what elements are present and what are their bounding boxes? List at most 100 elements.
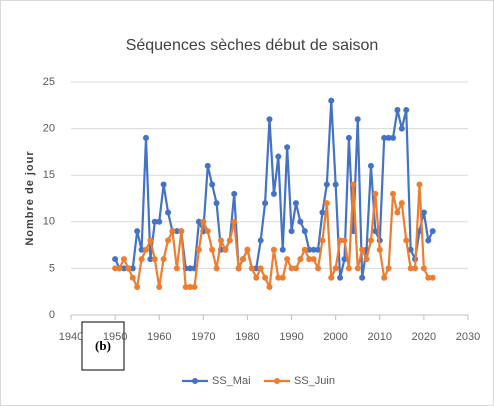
point <box>381 134 388 141</box>
x-tick-label: 1970 <box>191 331 215 343</box>
point <box>367 237 374 244</box>
point <box>385 265 392 272</box>
point <box>412 265 419 272</box>
point <box>323 181 330 188</box>
point <box>354 116 361 123</box>
point <box>310 246 317 253</box>
point <box>173 228 180 235</box>
point <box>284 256 291 263</box>
point <box>403 237 410 244</box>
point <box>429 274 436 281</box>
point <box>332 181 339 188</box>
y-tick-label: 15 <box>43 169 55 181</box>
point <box>248 265 255 272</box>
x-tick-label: 1990 <box>279 331 303 343</box>
point <box>231 190 238 197</box>
point <box>301 228 308 235</box>
point <box>301 246 308 253</box>
point <box>112 265 119 272</box>
point <box>156 218 163 225</box>
point <box>182 284 189 291</box>
y-tick-label: 25 <box>43 76 55 88</box>
point <box>240 256 247 263</box>
point <box>297 218 304 225</box>
point <box>345 134 352 141</box>
point <box>376 246 383 253</box>
point <box>116 265 123 272</box>
point <box>394 209 401 216</box>
point <box>315 246 322 253</box>
point <box>306 256 313 263</box>
point <box>129 265 136 272</box>
legend-label: SS_Juin <box>294 375 335 387</box>
x-tick-label: 2030 <box>456 331 480 343</box>
point <box>390 134 397 141</box>
point <box>359 246 366 253</box>
x-tick-label: 2000 <box>323 331 347 343</box>
point <box>372 190 379 197</box>
point <box>160 256 167 263</box>
point <box>297 256 304 263</box>
point <box>262 274 269 281</box>
x-tick-label: 1960 <box>147 331 171 343</box>
point <box>142 246 149 253</box>
point <box>275 274 282 281</box>
point <box>350 181 357 188</box>
point <box>407 246 414 253</box>
point <box>235 265 242 272</box>
point <box>209 181 216 188</box>
point <box>270 246 277 253</box>
y-tick-label: 0 <box>49 309 55 321</box>
y-tick-label: 10 <box>43 216 55 228</box>
point <box>226 237 233 244</box>
point <box>213 265 220 272</box>
point <box>345 265 352 272</box>
point <box>420 265 427 272</box>
point <box>138 256 145 263</box>
x-tick-label: 1950 <box>103 331 127 343</box>
point <box>142 134 149 141</box>
y-tick-label: 20 <box>43 123 55 135</box>
point <box>138 246 145 253</box>
point <box>292 265 299 272</box>
point <box>231 218 238 225</box>
point <box>337 274 344 281</box>
point <box>367 162 374 169</box>
point <box>372 228 379 235</box>
point <box>191 284 198 291</box>
point <box>165 237 172 244</box>
point <box>129 274 136 281</box>
point <box>394 106 401 113</box>
chart-title: Séquences sèches début de saison <box>126 37 379 54</box>
point <box>363 256 370 263</box>
point <box>151 256 158 263</box>
point <box>160 181 167 188</box>
point <box>253 265 260 272</box>
annotation-box <box>81 321 125 371</box>
point <box>266 284 273 291</box>
point <box>134 228 141 235</box>
y-tick-label: 5 <box>49 262 55 274</box>
point <box>390 190 397 197</box>
point <box>279 246 286 253</box>
point <box>306 246 313 253</box>
x-tick-label: 1980 <box>235 331 259 343</box>
point <box>169 228 176 235</box>
point <box>200 218 207 225</box>
point <box>195 218 202 225</box>
point <box>398 125 405 132</box>
point <box>310 256 317 263</box>
point <box>266 116 273 123</box>
point <box>288 228 295 235</box>
point <box>288 265 295 272</box>
point <box>178 228 185 235</box>
point <box>398 200 405 207</box>
point <box>328 274 335 281</box>
point <box>381 274 388 281</box>
point <box>332 265 339 272</box>
point <box>257 265 264 272</box>
point <box>165 209 172 216</box>
point <box>244 246 251 253</box>
point <box>429 228 436 235</box>
point <box>204 228 211 235</box>
